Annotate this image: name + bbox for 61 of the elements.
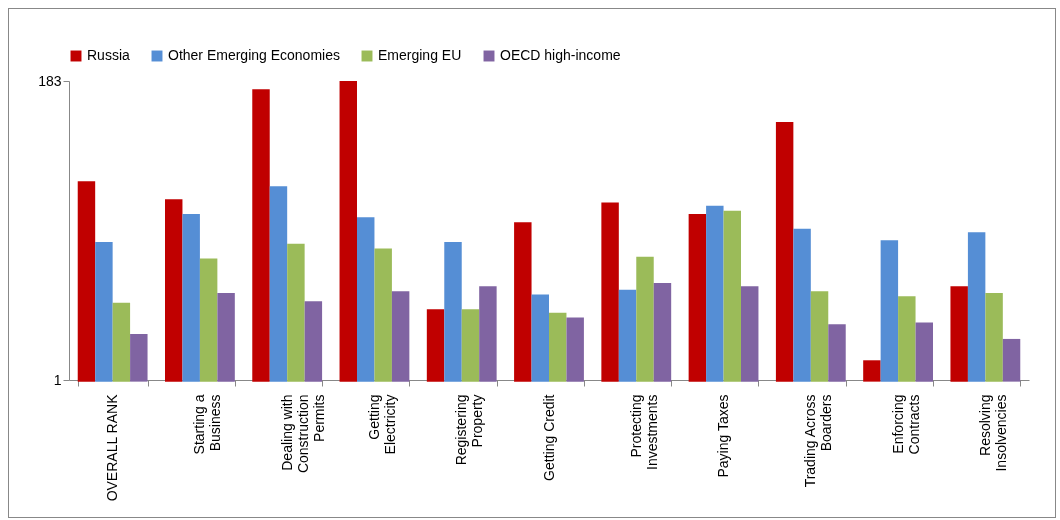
x-tick-label: Starting a Business bbox=[191, 394, 224, 455]
bar bbox=[898, 296, 916, 382]
bar bbox=[810, 291, 829, 382]
bar bbox=[95, 242, 113, 382]
x-tick-label: Registering Property bbox=[453, 394, 486, 466]
bar bbox=[461, 309, 480, 382]
bar bbox=[112, 302, 131, 382]
legend-label: Other Emerging Economies bbox=[168, 47, 340, 63]
bar bbox=[706, 205, 724, 382]
x-tick-label: Resolving Insolvencies bbox=[976, 394, 1009, 472]
bar bbox=[636, 256, 654, 382]
bar bbox=[165, 199, 183, 382]
bar bbox=[374, 248, 392, 382]
bar bbox=[915, 322, 933, 382]
x-tick-label: Trading Across Boarders bbox=[802, 394, 835, 488]
y-tick-label: 1 bbox=[53, 371, 62, 388]
bar bbox=[304, 301, 323, 382]
bar bbox=[688, 214, 707, 382]
bar bbox=[269, 186, 288, 382]
bar bbox=[531, 294, 549, 382]
bar bbox=[793, 228, 811, 382]
bar bbox=[741, 286, 759, 382]
bar bbox=[444, 242, 462, 382]
bar bbox=[130, 334, 148, 382]
x-tick-label: Paying Taxes bbox=[715, 394, 732, 478]
bar bbox=[566, 317, 584, 382]
bar bbox=[863, 360, 881, 382]
bar bbox=[426, 309, 445, 382]
bar bbox=[985, 292, 1003, 382]
bar bbox=[217, 292, 235, 382]
x-tick-label: OVERALL RANK bbox=[104, 393, 121, 502]
bar bbox=[653, 283, 672, 382]
bar bbox=[252, 89, 270, 382]
bar bbox=[77, 181, 96, 382]
bar bbox=[199, 258, 218, 382]
legend-label: Russia bbox=[87, 47, 131, 63]
bar bbox=[880, 240, 899, 382]
bar bbox=[391, 291, 410, 382]
bar bbox=[514, 222, 532, 382]
bar bbox=[601, 202, 619, 382]
bar bbox=[950, 286, 968, 382]
x-tick-label: Enforcing Contracts bbox=[889, 394, 922, 455]
x-tick-label: Getting Electricity bbox=[365, 394, 398, 455]
bar bbox=[479, 286, 497, 382]
bar bbox=[723, 210, 741, 382]
bar bbox=[967, 232, 986, 382]
legend-label: Emerging EU bbox=[378, 47, 462, 63]
bar bbox=[549, 312, 567, 382]
y-tick-label: 183 bbox=[38, 72, 62, 89]
x-tick-label: Dealing with Construction Permits bbox=[278, 394, 327, 474]
x-tick-label: Getting Credit bbox=[540, 394, 557, 481]
bar bbox=[182, 214, 200, 382]
legend-label: OECD high-income bbox=[500, 47, 621, 63]
bar bbox=[828, 324, 846, 382]
bar bbox=[357, 217, 375, 382]
bar bbox=[1002, 338, 1021, 382]
bar bbox=[775, 122, 794, 382]
bar bbox=[339, 81, 357, 382]
x-tick-label: Protecting Investments bbox=[627, 394, 660, 470]
bar bbox=[287, 243, 305, 382]
bar bbox=[618, 289, 637, 382]
